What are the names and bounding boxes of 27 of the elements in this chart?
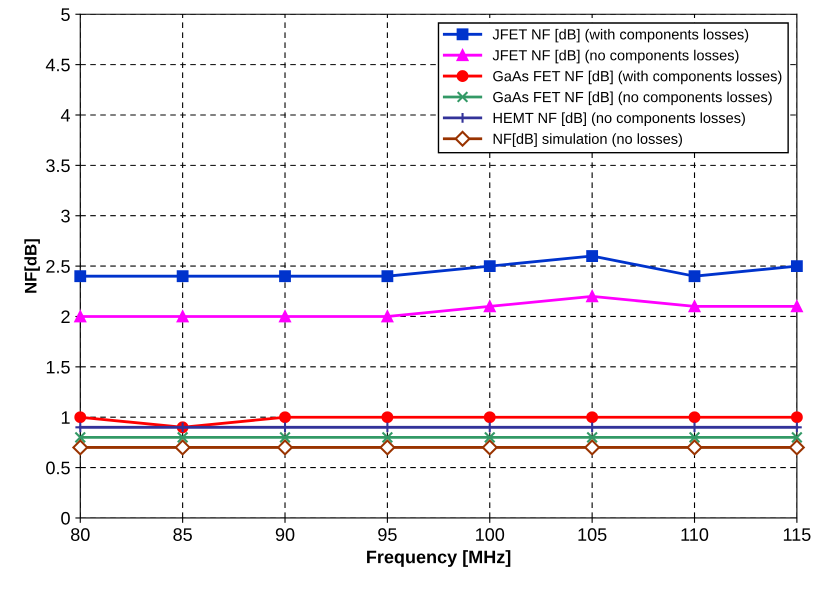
y-tick-label: 2 — [61, 310, 70, 324]
legend-label: GaAs FET NF [dB] (no components losses) — [493, 92, 772, 106]
x-tick-label: 110 — [681, 528, 708, 541]
y-tick-label: 5 — [61, 8, 70, 21]
y-tick-label: 1 — [62, 411, 70, 424]
x-tick-label: 115 — [784, 528, 811, 541]
legend-label: JFET NF [dB] (no components losses) — [492, 50, 738, 64]
x-tick-label: 95 — [378, 528, 397, 541]
y-tick-label: 2.5 — [46, 260, 70, 273]
legend-label: HEMT NF [dB] (no components losses) — [494, 112, 745, 126]
x-tick-label: 80 — [71, 528, 90, 541]
x-tick-label: 105 — [578, 528, 606, 541]
legend-label: NF[dB] simulation (no losses) — [494, 133, 682, 147]
y-axis-title: NF[dB] — [24, 239, 40, 293]
y-tick-label: 0 — [61, 512, 70, 525]
legend-label: JFET NF [dB] (with components losses) — [492, 28, 748, 42]
y-tick-label: 3.5 — [46, 159, 70, 172]
y-tick-label: 3 — [61, 210, 70, 222]
x-tick-label: 85 — [173, 528, 192, 541]
x-axis-title: Frequency [MHz] — [367, 550, 510, 567]
y-tick-label: 1.5 — [46, 360, 70, 374]
y-tick-label: 0.5 — [46, 462, 70, 474]
y-tick-label: 4.5 — [46, 58, 70, 72]
x-tick-label: 100 — [476, 528, 504, 541]
x-tick-label: 90 — [276, 528, 294, 541]
legend-label: GaAs FET NF [dB] (with components losses) — [493, 70, 782, 84]
y-tick-label: 4 — [60, 109, 70, 122]
